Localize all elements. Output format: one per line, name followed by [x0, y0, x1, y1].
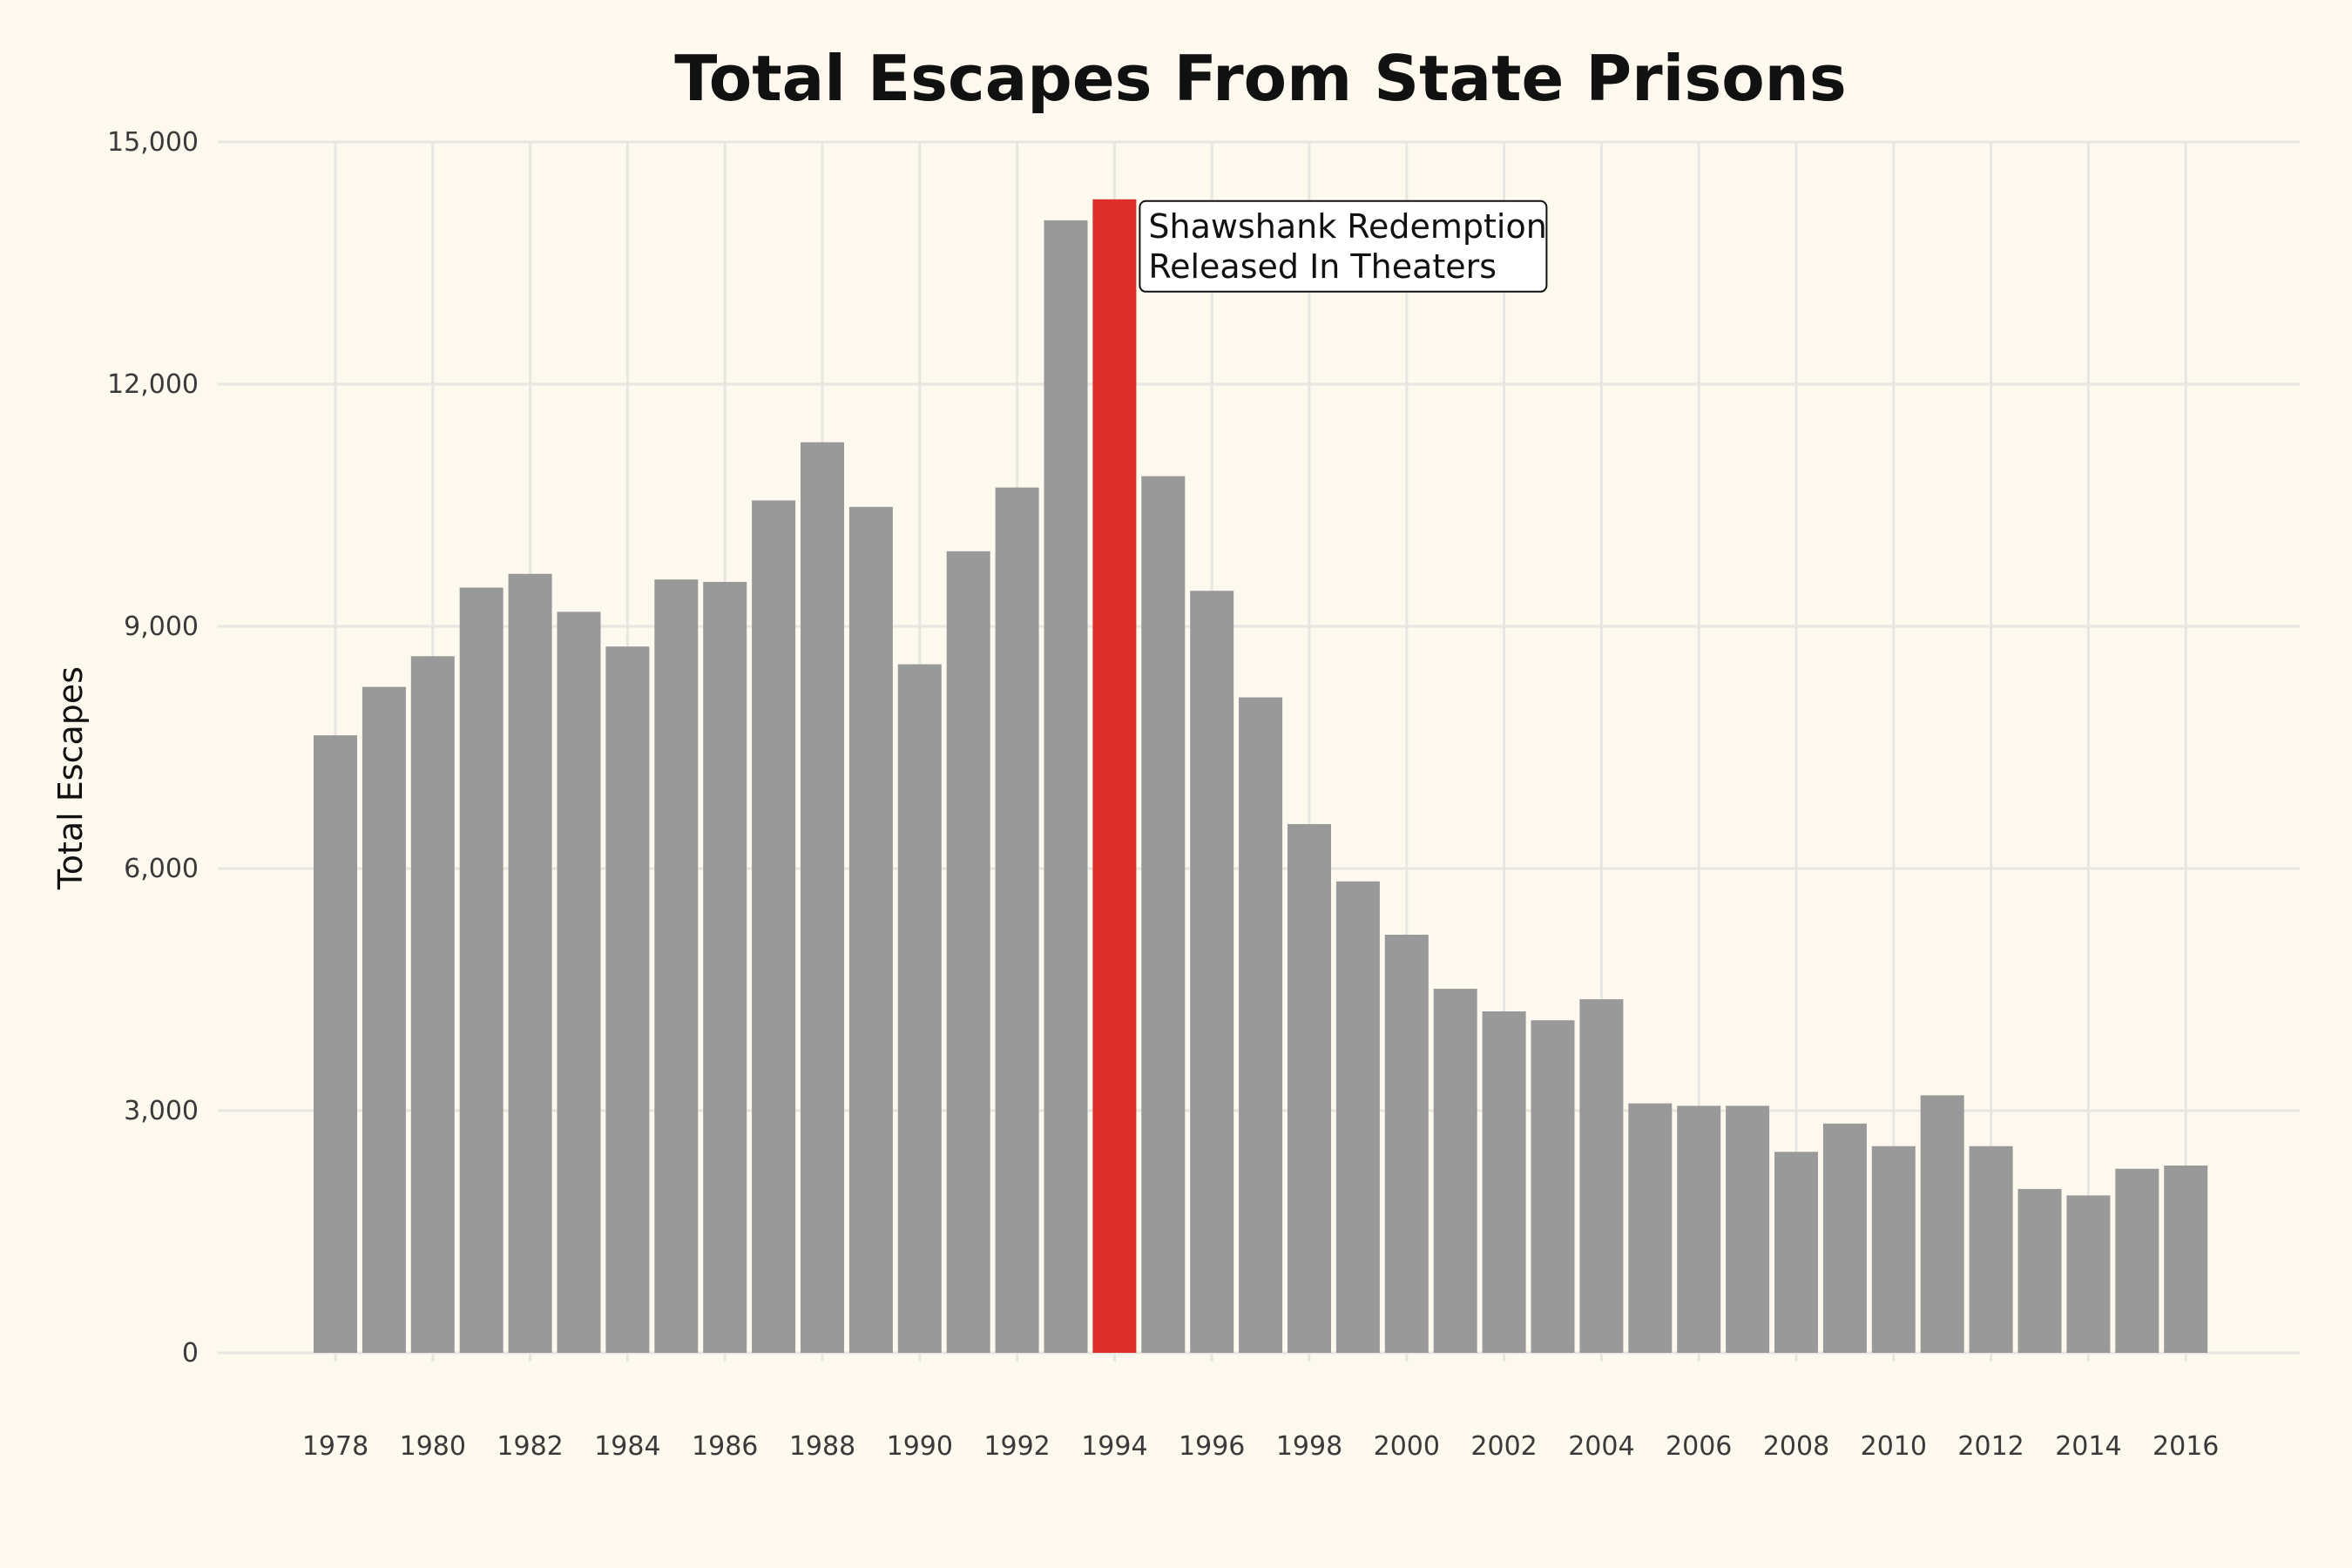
x-tick-label: 2008: [1763, 1431, 1829, 1462]
bar-1985: [654, 579, 699, 1353]
bar-1988: [801, 442, 844, 1354]
bar-1989: [848, 506, 893, 1353]
y-tick-label: 0: [182, 1338, 199, 1369]
bar-1983: [557, 612, 601, 1353]
bar-1980: [410, 656, 455, 1353]
bar-2009: [1822, 1123, 1867, 1353]
y-tick-label: 3,000: [124, 1096, 199, 1126]
bar-1996: [1190, 591, 1234, 1353]
bar-2010: [1871, 1146, 1916, 1353]
y-axis-ticks: 0 3,000 6,000 9,000 12,000 15,000: [107, 127, 199, 1369]
bar-2012: [1969, 1146, 2013, 1353]
bar-1999: [1335, 881, 1380, 1353]
x-tick-label: 1982: [497, 1431, 563, 1462]
bar-1981: [459, 587, 504, 1353]
x-tick-label: 1996: [1179, 1431, 1245, 1462]
x-tick-label: 1980: [400, 1431, 466, 1462]
x-tick-label: 1986: [692, 1431, 758, 1462]
bar-1995: [1141, 476, 1186, 1353]
y-tick-label: 9,000: [124, 612, 199, 642]
bar-1993: [1044, 220, 1088, 1353]
x-tick-label: 2010: [1861, 1431, 1927, 1462]
x-tick-label: 1990: [887, 1431, 953, 1462]
bar-2014: [2066, 1195, 2111, 1353]
bar-1992: [995, 487, 1039, 1353]
bar-2007: [1726, 1105, 1770, 1353]
bar-2006: [1677, 1105, 1721, 1353]
bar-2005: [1628, 1103, 1673, 1353]
bar-1987: [752, 500, 796, 1353]
bar-highlight-1994: [1092, 199, 1137, 1353]
bar-1997: [1239, 697, 1283, 1353]
bar-1984: [605, 646, 650, 1353]
bar-1979: [362, 686, 406, 1353]
bars: [314, 199, 2208, 1354]
x-tick-label: 1994: [1081, 1431, 1147, 1462]
bar-2001: [1433, 989, 1477, 1353]
bar-2004: [1579, 999, 1624, 1353]
x-tick-label: 2004: [1568, 1431, 1634, 1462]
x-tick-label: 1992: [983, 1431, 1050, 1462]
x-tick-label: 1998: [1276, 1431, 1342, 1462]
bar-2015: [2115, 1168, 2159, 1353]
bar-2008: [1774, 1152, 1818, 1353]
x-tick-label: 1988: [789, 1431, 855, 1462]
bar-1998: [1288, 824, 1331, 1353]
y-axis-label: Total Escapes: [51, 666, 90, 890]
x-tick-label: 2016: [2153, 1431, 2219, 1462]
y-tick-label: 12,000: [107, 369, 199, 400]
bar-1991: [946, 551, 990, 1353]
bar-2003: [1531, 1020, 1575, 1353]
bar-2013: [2017, 1188, 2062, 1353]
x-tick-label: 2002: [1470, 1431, 1537, 1462]
annotation-box: [1139, 199, 1548, 293]
bar-2011: [1920, 1095, 1964, 1353]
x-axis-ticks: 1978 1980 1982 1984 1986 1988 1990 1992 1994 1996…: [302, 1431, 2220, 1462]
y-tick-label: 15,000: [107, 127, 199, 158]
x-tick-label: 1984: [594, 1431, 660, 1462]
x-tick-label: 2000: [1374, 1431, 1440, 1462]
bar-1978: [314, 735, 357, 1353]
annotation-line: Released In Theaters: [1148, 247, 1497, 286]
y-tick-label: 6,000: [124, 854, 199, 884]
bar-2002: [1482, 1011, 1526, 1353]
annotation-line: Shawshank Redemption: [1148, 207, 1546, 246]
x-tick-label: 2014: [2055, 1431, 2121, 1462]
bar-1986: [703, 582, 747, 1353]
bar-2000: [1384, 934, 1429, 1353]
x-tick-label: 1978: [302, 1431, 368, 1462]
chart-title: Total Escapes From State Prisons: [674, 42, 1847, 115]
bar-2016: [2164, 1166, 2208, 1353]
bar-1990: [897, 664, 942, 1353]
x-tick-label: 2006: [1666, 1431, 1732, 1462]
x-tick-label: 2012: [1957, 1431, 2024, 1462]
bar-1982: [508, 573, 552, 1353]
